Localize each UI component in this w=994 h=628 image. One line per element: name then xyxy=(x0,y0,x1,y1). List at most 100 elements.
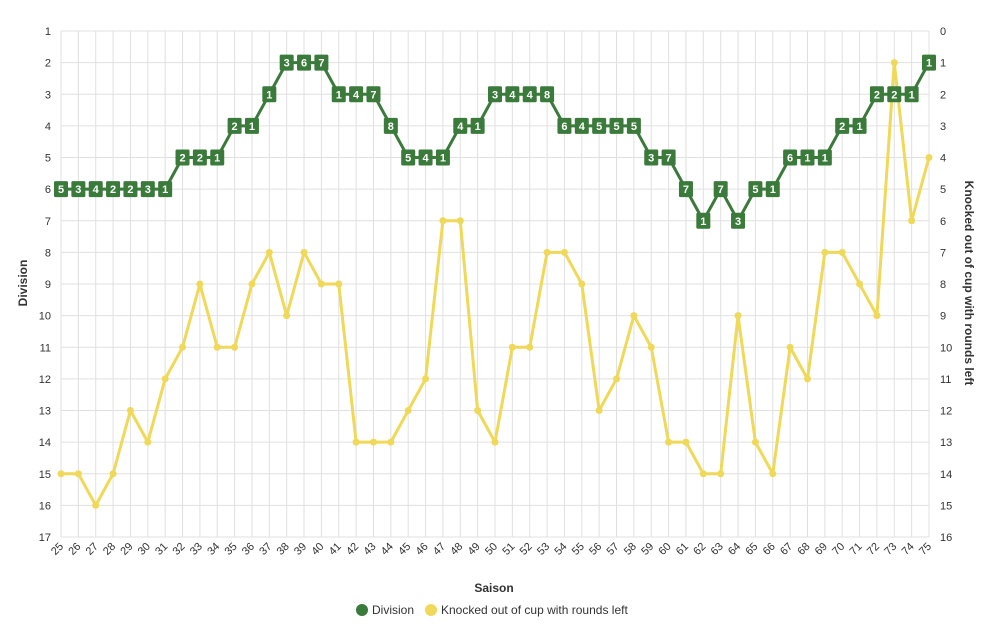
cup-point xyxy=(456,217,464,225)
x-tick-label: 33 xyxy=(188,541,205,558)
cup-point xyxy=(682,438,690,446)
cup-point xyxy=(821,248,829,256)
x-tick-label: 42 xyxy=(344,541,361,558)
division-data-label: 1 xyxy=(336,89,342,101)
division-data-label: 7 xyxy=(683,184,689,196)
cup-point xyxy=(387,438,395,446)
left-tick-label: 5 xyxy=(45,153,51,165)
division-label-box xyxy=(488,86,502,103)
right-tick-label: 3 xyxy=(940,121,946,133)
division-label-box xyxy=(54,181,68,198)
division-data-label: 6 xyxy=(787,153,793,165)
legend-item-division[interactable]: Division xyxy=(356,603,414,617)
x-tick-label: 36 xyxy=(240,541,257,558)
division-label-box xyxy=(192,149,207,166)
division-data-label: 3 xyxy=(145,184,151,196)
x-tick-label: 52 xyxy=(518,541,535,558)
left-axis-title: Division xyxy=(16,260,30,307)
cup-point xyxy=(300,248,308,256)
division-data-label: 1 xyxy=(909,89,915,101)
cup-point xyxy=(734,312,742,320)
x-tick-label: 31 xyxy=(153,541,170,558)
division-data-label: 4 xyxy=(457,121,464,133)
division-label-box xyxy=(835,117,850,134)
x-tick-label: 69 xyxy=(813,541,830,558)
division-label-box xyxy=(106,181,121,198)
x-tick-label: 74 xyxy=(900,541,917,558)
x-tick-label: 47 xyxy=(431,541,448,558)
cup-point xyxy=(491,438,499,446)
x-tick-label: 30 xyxy=(136,541,153,558)
division-label-box xyxy=(71,181,86,198)
division-data-label: 7 xyxy=(666,153,672,165)
right-tick-label: 1 xyxy=(940,58,946,70)
division-label-box xyxy=(731,212,746,229)
left-tick-label: 9 xyxy=(45,279,51,291)
cup-point xyxy=(769,470,777,478)
x-tick-label: 38 xyxy=(275,541,292,558)
x-tick-label: 49 xyxy=(466,541,483,558)
right-tick-label: 5 xyxy=(940,184,946,196)
cup-point xyxy=(856,280,864,288)
division-label-box xyxy=(175,149,190,166)
x-tick-label: 63 xyxy=(709,541,726,558)
division-label-box xyxy=(783,149,798,166)
x-tick-label: 65 xyxy=(743,541,760,558)
left-tick-label: 17 xyxy=(39,532,51,544)
division-label-box xyxy=(540,86,555,103)
division-label-box xyxy=(418,149,433,166)
right-tick-label: 0 xyxy=(940,26,946,38)
division-label-box xyxy=(887,86,902,103)
x-tick-label: 62 xyxy=(691,541,708,558)
division-data-label: 2 xyxy=(110,184,116,196)
x-tick-label: 39 xyxy=(292,541,309,558)
left-tick-label: 1 xyxy=(45,26,51,38)
division-data-label: 3 xyxy=(492,89,498,101)
right-tick-label: 10 xyxy=(940,342,952,354)
cup-point xyxy=(144,438,152,446)
division-label-box xyxy=(661,149,676,166)
division-label-box xyxy=(88,181,103,198)
cup-point xyxy=(595,407,603,414)
division-data-label: 1 xyxy=(475,121,481,133)
x-tick-label: 73 xyxy=(882,541,899,558)
division-label-box xyxy=(297,54,312,71)
x-tick-label: 25 xyxy=(49,541,66,558)
right-tick-label: 12 xyxy=(940,406,952,418)
division-data-label: 5 xyxy=(405,153,411,165)
cup-point xyxy=(248,280,256,288)
cup-point xyxy=(699,470,707,478)
cup-point xyxy=(751,438,759,446)
division-label-box xyxy=(505,86,520,103)
right-tick-label: 7 xyxy=(940,247,946,259)
x-tick-label: 41 xyxy=(327,541,344,558)
x-tick-label: 27 xyxy=(84,541,101,558)
division-data-label: 1 xyxy=(926,58,932,70)
cup-point xyxy=(717,470,725,478)
division-label-box xyxy=(557,117,572,134)
x-tick-label: 34 xyxy=(205,541,222,558)
x-tick-label: 43 xyxy=(361,541,378,558)
left-tick-label: 7 xyxy=(45,216,51,228)
division-data-label: 1 xyxy=(214,153,220,165)
cup-point xyxy=(786,343,794,351)
cup-point xyxy=(508,343,516,351)
x-tick-label: 44 xyxy=(379,541,396,558)
cup-point xyxy=(213,343,221,351)
right-tick-label: 6 xyxy=(940,216,946,228)
cup-point xyxy=(404,407,412,414)
left-tick-label: 10 xyxy=(39,311,51,323)
right-tick-label: 9 xyxy=(940,311,946,323)
division-data-label: 5 xyxy=(58,184,64,196)
division-label-box xyxy=(748,181,763,198)
legend-item-cup[interactable]: Knocked out of cup with rounds left xyxy=(425,603,628,617)
x-tick-label: 50 xyxy=(483,541,500,558)
x-tick-label: 71 xyxy=(848,541,865,558)
cup-point xyxy=(335,280,343,288)
cup-point xyxy=(74,470,82,478)
left-tick-label: 16 xyxy=(39,500,51,512)
division-data-label: 1 xyxy=(822,153,828,165)
x-tick-label: 26 xyxy=(66,541,83,558)
